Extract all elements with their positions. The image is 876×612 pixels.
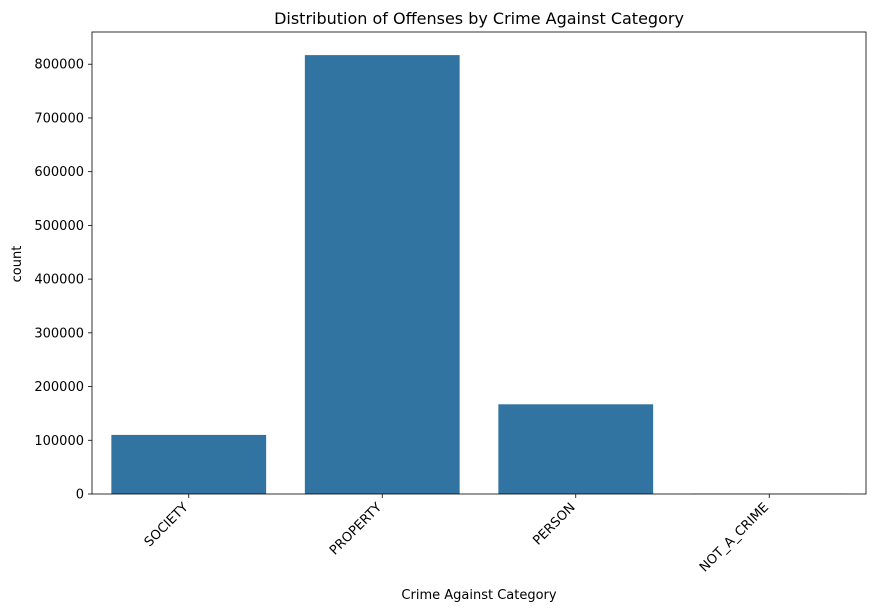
y-tick-label: 300000 (34, 326, 84, 341)
x-tick-label: SOCIETY (142, 500, 192, 550)
y-tick-label: 800000 (34, 58, 84, 73)
bars-layer (111, 55, 847, 494)
x-tick-label: NOT_A_CRIME (697, 500, 772, 575)
y-tick-label: 600000 (34, 165, 84, 180)
bar-person (498, 404, 654, 494)
y-tick-label: 0 (76, 488, 84, 503)
x-tick-label: PROPERTY (327, 500, 385, 558)
chart-title: Distribution of Offenses by Crime Agains… (274, 9, 684, 28)
x-axis-title: Crime Against Category (401, 588, 556, 603)
plot-frame (91, 31, 867, 495)
x-tick-label: PERSON (530, 500, 578, 548)
x-ticks-layer: SOCIETY PROPERTY PERSON NOT_A_CRIME (142, 494, 772, 575)
y-ticks-layer: 0 100000 200000 300000 400000 500000 600000 700… (34, 58, 92, 503)
y-tick-label: 700000 (34, 111, 84, 126)
y-tick-label: 200000 (34, 380, 84, 395)
axes-layer (91, 31, 867, 495)
y-tick-label: 500000 (34, 219, 84, 234)
y-axis-title: count (10, 246, 25, 283)
bar-society (111, 434, 267, 494)
y-tick-label: 400000 (34, 273, 84, 288)
y-tick-label: 100000 (34, 434, 84, 449)
bar-property (304, 55, 460, 494)
